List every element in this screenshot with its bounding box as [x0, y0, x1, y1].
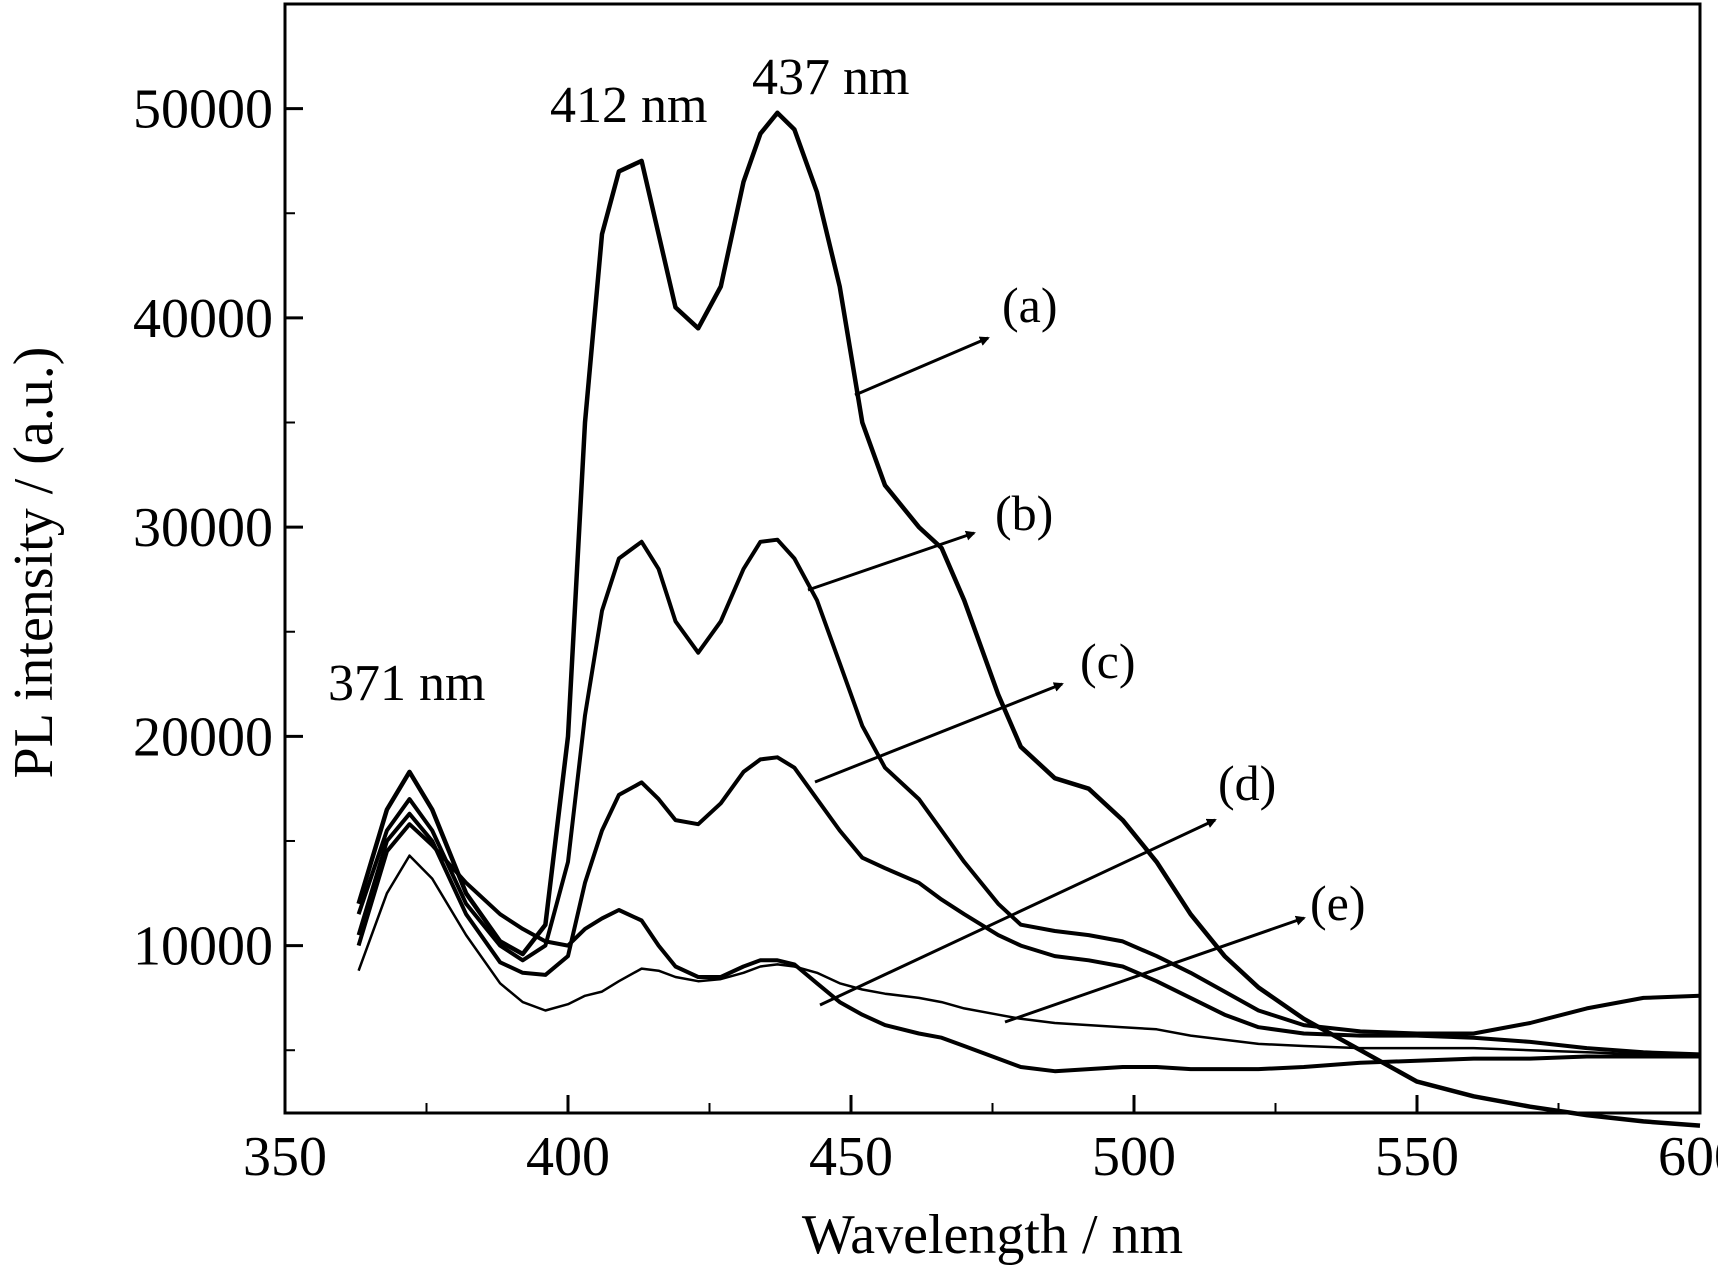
peak-label-437: 437 nm	[752, 49, 909, 106]
x-axis-label: Wavelength / nm	[802, 1204, 1183, 1266]
x-tick-label: 450	[809, 1126, 893, 1188]
series-line-a	[356, 110, 1701, 1128]
series-line-e	[357, 854, 1700, 1056]
series-line-c	[356, 755, 1701, 1057]
x-tick-label: 600	[1658, 1126, 1718, 1188]
plot-frame	[283, 2, 1702, 1115]
series-arrow-b	[807, 530, 976, 592]
series-arrow-c	[814, 682, 1064, 784]
x-tick-label: 550	[1375, 1126, 1459, 1188]
series-line-d	[356, 822, 1700, 1074]
peak-label-371: 371 nm	[328, 655, 485, 712]
x-tick-label: 500	[1092, 1126, 1176, 1188]
y-tick-label: 40000	[133, 288, 273, 350]
series-arrow-a	[854, 336, 990, 397]
y-axis: 10000 20000 30000 40000 50000	[133, 79, 303, 1052]
y-tick-label: 30000	[133, 497, 273, 559]
plot-lines	[356, 110, 1701, 1128]
series-line-b	[356, 537, 1701, 1036]
series-arrow-d	[819, 818, 1217, 1007]
annotations: 371 nm 412 nm 437 nm (a) (b) (c) (d) (e)	[328, 49, 1366, 1024]
x-tick-label: 350	[243, 1126, 327, 1188]
y-axis-label: PL intensity / (a.u.)	[3, 347, 65, 779]
series-label-d: (d)	[1218, 755, 1276, 811]
series-arrow-e	[1004, 915, 1306, 1024]
y-tick-label: 20000	[133, 706, 273, 768]
y-tick-label: 10000	[133, 916, 273, 978]
peak-label-412: 412 nm	[550, 77, 707, 134]
series-label-c: (c)	[1080, 633, 1136, 689]
x-tick-label: 400	[526, 1126, 610, 1188]
y-tick-label: 50000	[133, 79, 273, 141]
series-label-a: (a)	[1002, 277, 1058, 333]
series-label-e: (e)	[1310, 875, 1366, 931]
x-axis: 350 400 450 500 550 600	[243, 1095, 1718, 1188]
series-label-b: (b)	[995, 485, 1053, 541]
